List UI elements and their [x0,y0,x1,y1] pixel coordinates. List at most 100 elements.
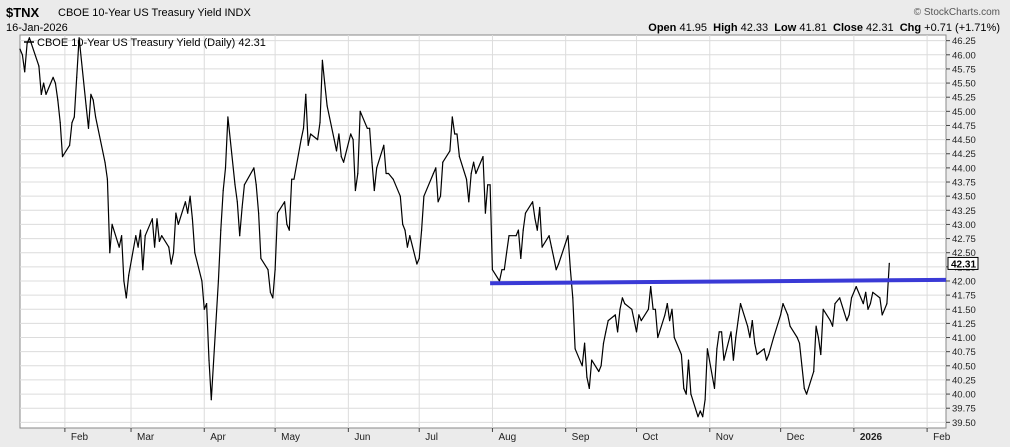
y-tick-label: 43.50 [952,192,976,203]
data-point [24,71,26,73]
data-point [109,252,111,254]
data-point [751,320,753,322]
data-point [43,82,45,84]
x-tick-label: Nov [716,432,734,443]
data-point [156,218,158,220]
data-point [801,365,803,367]
data-point [848,314,850,316]
y-tick-label: 40.25 [952,375,976,386]
data-point [21,54,23,56]
brand-label[interactable]: © StockCharts.com [913,7,1000,18]
data-point [128,274,130,276]
data-point [754,342,756,344]
data-point [234,184,236,186]
data-point [305,93,307,95]
data-point [732,359,735,361]
data-point [191,218,193,220]
data-point [26,42,28,45]
data-point [739,303,742,305]
data-point [302,127,305,129]
data-point [78,37,80,39]
data-point [437,201,439,203]
x-tick-label: Feb [71,432,89,443]
data-point [680,353,683,356]
y-tick-label: 42.00 [952,276,976,287]
data-point [697,416,699,418]
data-point [276,212,279,214]
data-point [723,359,725,361]
y-tick-label: 46.25 [952,36,976,47]
y-tick-label: 41.50 [952,305,976,316]
data-point [524,212,527,214]
data-point [829,320,831,322]
data-point [59,122,61,124]
data-point [602,342,605,344]
data-point [773,336,775,339]
data-point [404,229,406,231]
last-value-label: 42.31 [951,259,976,270]
data-point [95,116,97,118]
chart-date: 16-Jan-2026 [6,22,68,34]
y-tick-label: 41.00 [952,333,976,344]
y-tick-label: 43.00 [952,220,976,231]
data-point [451,116,453,118]
y-tick-label: 45.50 [952,79,976,90]
data-point [421,229,423,231]
data-point [359,110,361,112]
yield-series-line [19,37,890,418]
y-tick-label: 41.75 [952,291,976,302]
data-point [90,93,92,95]
data-point [839,297,841,299]
y-tick-label: 46.00 [952,50,976,61]
data-point [73,116,75,118]
x-tick-label: Apr [210,432,226,443]
data-point [52,76,54,78]
y-tick-label: 40.00 [952,390,976,401]
data-point [71,122,73,124]
data-point [470,172,472,175]
data-point [815,325,817,327]
y-tick-label: 43.25 [952,206,976,217]
data-point [267,269,269,271]
data-point [435,167,437,169]
data-point [253,167,255,169]
data-point [657,336,659,339]
data-point [633,320,635,322]
data-point [168,246,170,248]
y-tick-label: 40.50 [952,361,976,372]
data-point [638,314,640,316]
data-point [383,144,385,146]
data-point [789,325,791,327]
y-tick-label: 39.75 [952,404,976,415]
data-point [541,246,543,248]
high-value: 42.33 [740,22,769,34]
symbol-label: $TNX [6,5,40,20]
data-point [756,353,758,356]
data-point [274,269,276,271]
data-point [737,320,739,322]
data-point [366,127,368,129]
data-point [763,348,765,350]
data-point [716,348,718,350]
data-point [539,206,541,209]
data-point [787,314,789,316]
data-point [373,189,375,192]
x-tick-label: Mar [137,432,155,443]
data-point [798,342,801,344]
data-point [335,150,338,152]
data-point [92,99,94,101]
data-point [624,303,626,305]
data-point [406,246,408,248]
data-point [605,331,607,333]
y-tick-label: 44.00 [952,163,976,174]
data-point [418,257,420,259]
data-point [685,393,687,395]
data-point [324,82,326,84]
data-point [550,246,553,248]
last-value-box [947,256,979,270]
data-point [581,365,583,367]
x-tick-label: 2026 [860,432,883,443]
data-point [631,308,633,310]
y-tick-label: 40.75 [952,347,976,358]
data-point [439,195,442,197]
